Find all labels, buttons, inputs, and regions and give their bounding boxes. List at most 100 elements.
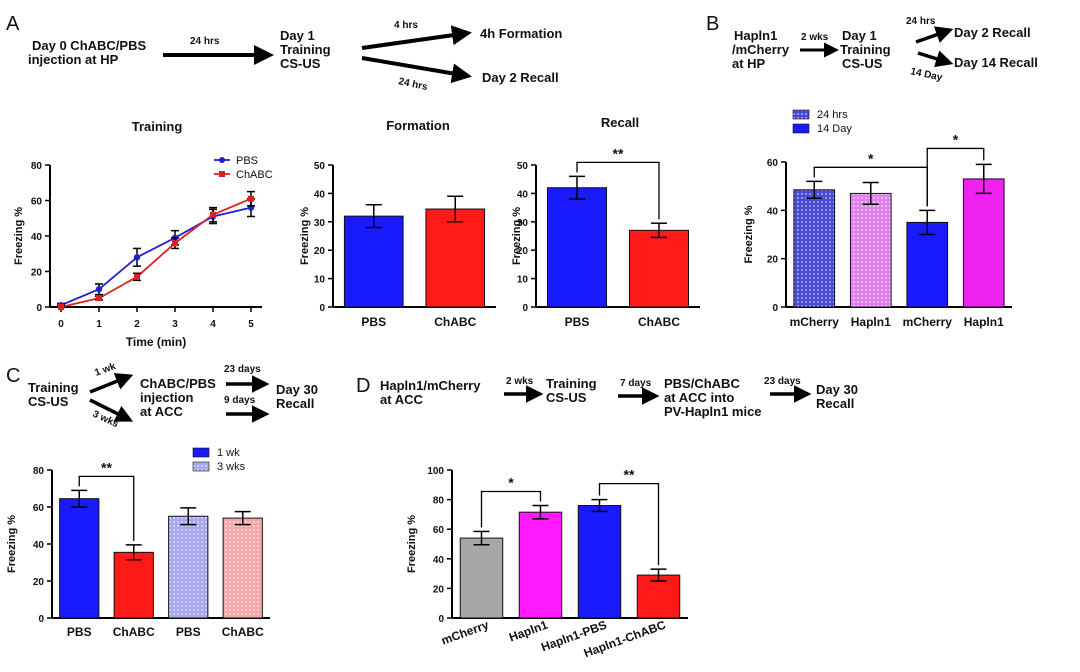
training-point-ChABC [248,195,254,202]
recall-y-tick-label: 20 [517,246,529,257]
panel-b-legend-label: 14 Day [817,123,852,135]
d-arrow-2-label: 7 days [620,378,652,389]
a-arrow-up [361,25,472,50]
panel-c-significance-bracket [78,475,135,541]
training-x-tick-label: 4 [210,319,216,330]
b-start-line3: at HP [732,56,766,71]
panel-letter-a: A [6,13,20,35]
a-start-line2: injection at HP [28,52,119,67]
d-start-line1: Hapln1/mCherry [380,378,481,393]
formation-y-tick-label: 40 [314,189,326,200]
training-legend-marker [219,157,225,163]
panel-d-bar-0 [459,537,504,619]
training-point-PBS [133,254,141,261]
training-legend-label: PBS [236,155,258,167]
c-arrow-up [89,373,134,394]
b-day1-line1: Day 1 [842,28,877,43]
formation-y-tick-label: 30 [314,218,326,229]
panel-d-y-tick-label: 20 [433,584,445,595]
d-step2-line2: CS-US [546,390,587,405]
panel-b-category-label: Hapln1 [964,315,1004,329]
panel-c-bar-0 [59,498,100,619]
recall-y-axis-label: Freezing % [511,207,523,265]
panel-c-y-tick-label: 20 [33,577,45,588]
training-x-tick-label: 1 [96,319,102,330]
recall-category-label: PBS [565,315,590,329]
panel-d-schematic: D Hapln1/mCherry at ACC 2 wks Training C… [356,375,858,419]
formation-y-tick-label: 20 [314,246,326,257]
formation-y-tick-label: 10 [314,275,326,286]
a-arrow-1-label: 24 hrs [190,36,220,47]
d-step3-line2: at ACC into [664,390,734,405]
panel-b-y-tick-label: 60 [767,158,779,169]
panel-c-legend-label: 3 wks [217,461,246,473]
c-mid-line1: ChABC/PBS [140,376,216,391]
b-end-up: Day 2 Recall [954,25,1031,40]
b-arrow-up [915,26,954,44]
d-start-line2: at ACC [380,392,423,407]
b-arrow-down-label: 14 Day [909,66,943,84]
training-x-tick-label: 2 [134,319,140,330]
panel-b-schematic: B Hapln1 /mCherry at HP 2 wks Day 1 Trai… [706,13,1038,84]
c-arrow-up-label: 1 wk [93,361,118,379]
recall-y-tick-label: 50 [517,161,529,172]
panel-b-bar-3 [962,178,1005,308]
panel-b-legend-swatch [792,123,810,134]
panel-c-y-tick-label: 60 [33,503,45,514]
b-day1-line3: CS-US [842,56,883,71]
training-y-tick-label: 80 [31,161,43,172]
chart-formation: 0 10 20 30 40 50 Freezing % Formation PBS ChABC [299,118,496,329]
training-series-line-PBS [60,206,252,307]
formation-y-tick-label: 50 [314,161,326,172]
panel-c-legend-swatch [192,447,210,458]
chart-panel-b: 0 20 40 60 Freezing % mCherry Hapln1 mCherry Hap… [743,109,1012,329]
c-arrow-a-label: 23 days [224,364,261,375]
panel-d-y-tick-label: 100 [427,466,444,477]
c-end-line2: Recall [276,396,314,411]
a-end-down: Day 2 Recall [482,70,559,85]
training-y-tick-label: 60 [31,197,43,208]
a-end-up: 4h Formation [480,26,562,41]
panel-b-category-label: Hapln1 [851,315,891,329]
panel-c-legend-label: 1 wk [217,447,240,459]
d-step2-line1: Training [546,376,597,391]
training-y-tick-label: 40 [31,232,43,243]
recall-bar-0 [546,187,608,308]
chart-recall: 0 10 20 30 40 50 Freezing % Recall PBS ChABC ** [511,115,700,329]
panel-d-bar-3 [636,574,681,619]
panel-d-significance-bracket [598,482,660,566]
panel-c-y-tick-label: 40 [33,540,45,551]
b-arrow-1-label: 2 wks [801,32,829,43]
panel-b-category-label: mCherry [790,315,840,329]
panel-c-y-tick-label: 80 [33,466,45,477]
panel-b-significance-label: * [868,150,874,166]
panel-c-bar-2 [168,515,209,619]
c-arrow-down [89,398,134,422]
a-day1-line1: Day 1 [280,28,315,43]
panel-b-significance-bracket [926,147,985,207]
c-start-line2: CS-US [28,394,69,409]
b-arrow-up-label: 24 hrs [906,16,936,27]
b-day1-line2: Training [840,42,891,57]
recall-significance-label: ** [613,145,624,161]
panel-c-y-axis-label: Freezing % [6,515,18,573]
training-series-line-ChABC [60,197,252,308]
panel-c-category-label: ChABC [113,625,155,639]
d-step3-line3: PV-Hapln1 mice [664,404,762,419]
training-legend-label: ChABC [236,169,273,181]
panel-d-y-axis-label: Freezing % [406,515,418,573]
formation-y-tick-label: 0 [319,303,325,314]
c-start-line1: Training [28,380,79,395]
panel-c-category-label: PBS [67,625,92,639]
recall-title: Recall [601,115,639,130]
recall-y-tick-label: 10 [517,275,529,286]
panel-b-bar-0 [793,189,836,308]
panel-c-category-label: PBS [176,625,201,639]
panel-b-y-tick-label: 20 [767,255,779,266]
panel-d-y-tick-label: 40 [433,555,445,566]
formation-y-axis-label: Freezing % [299,207,311,265]
a-day1-line3: CS-US [280,56,321,71]
panel-b-bar-2 [906,221,949,308]
panel-b-significance-label: * [953,131,959,147]
